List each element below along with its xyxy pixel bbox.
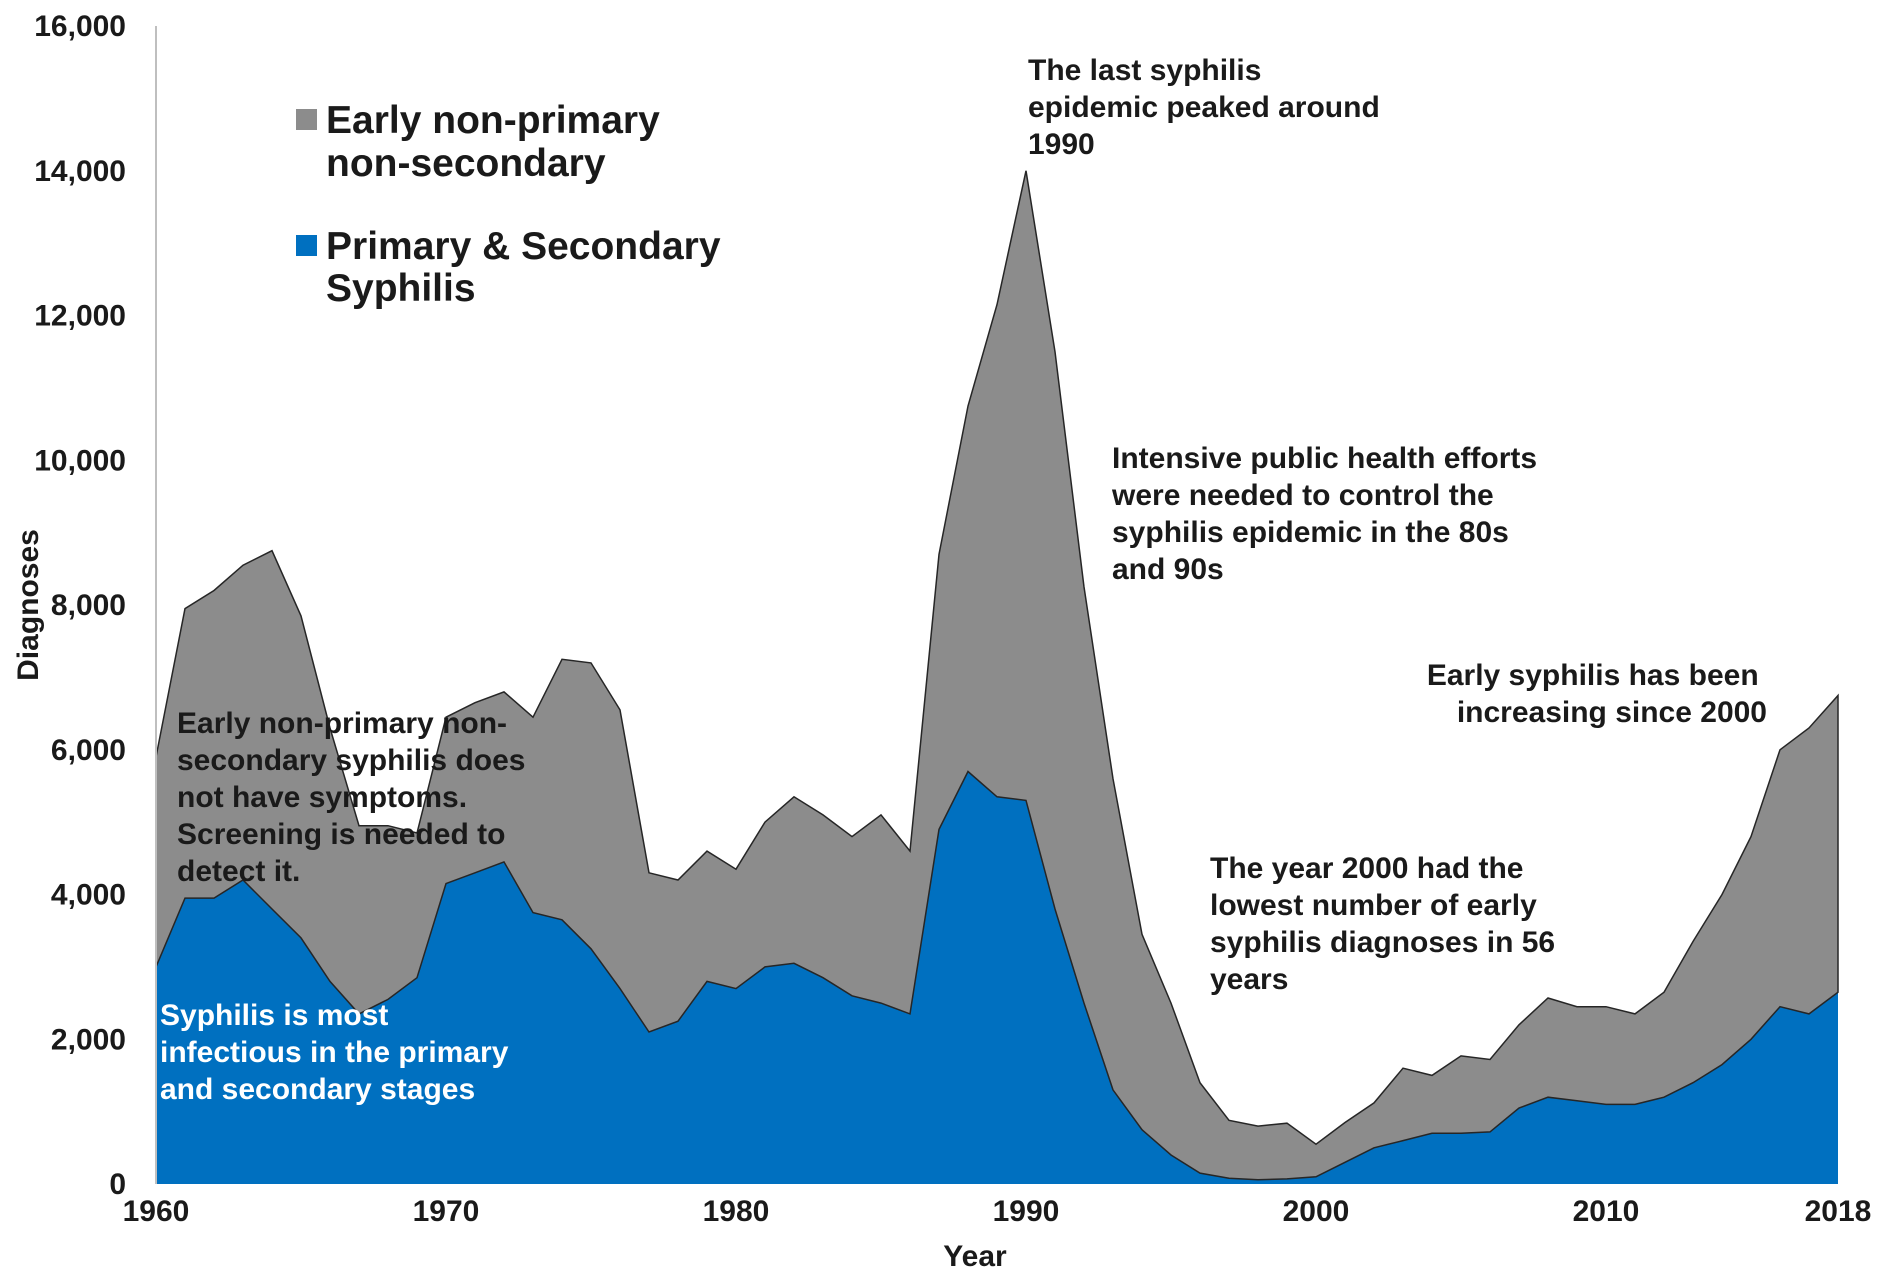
x-tick-label: 1980: [703, 1195, 770, 1228]
annotation-increasing: Early syphilis has been increasing since…: [1427, 659, 1767, 729]
y-tick-labels: 0 2,000 4,000 6,000 8,000 10,000 12,000 14,000 1…: [34, 10, 126, 1201]
y-tick-label: 0: [109, 1168, 126, 1201]
area-series-primary-secondary: [156, 771, 1838, 1184]
y-tick-label: 14,000: [34, 155, 126, 188]
annotation-peak-text: The last syphilis epidemic peaked around…: [1028, 54, 1388, 161]
x-tick-label: 1960: [123, 1195, 190, 1228]
y-tick-label: 8,000: [51, 589, 126, 622]
legend-swatch-primary-secondary: [296, 235, 317, 256]
area-layers: [155, 170, 1839, 1184]
annotation-effort: Intensive public health efforts were nee…: [1111, 442, 1545, 586]
x-tick-label: 2018: [1805, 1195, 1872, 1228]
x-axis-title: Year: [943, 1240, 1007, 1273]
y-tick-label: 4,000: [51, 879, 126, 912]
legend: Early non-primary non-secondary Primary …: [296, 99, 731, 310]
annotation-lowest-text: The year 2000 had the lowest number of e…: [1210, 852, 1563, 996]
annotation-increasing-text: Early syphilis has been increasing since…: [1427, 659, 1767, 729]
annotation-effort-text: Intensive public health efforts were nee…: [1111, 442, 1545, 586]
annotation-nonprimary-text: Early non-primary non- secondary syphili…: [177, 707, 534, 888]
annotation-peak: The last syphilis epidemic peaked around…: [1028, 54, 1388, 161]
annotation-lowest: The year 2000 had the lowest number of e…: [1210, 852, 1563, 996]
legend-label-line: Early non-primary: [326, 99, 660, 142]
y-tick-label: 6,000: [51, 734, 126, 767]
y-tick-label: 16,000: [34, 10, 126, 43]
area-series-early-non-primary: [155, 170, 1839, 1181]
y-tick-label: 2,000: [51, 1023, 126, 1056]
legend-label-line: Primary & Secondary: [326, 225, 721, 268]
legend-label-early-non-primary: Early non-primary non-secondary: [326, 99, 671, 185]
legend-label-primary-secondary: Primary & Secondary Syphilis: [326, 225, 731, 310]
legend-label-line: Syphilis: [326, 267, 476, 310]
x-tick-label: 1990: [993, 1195, 1060, 1228]
x-tick-label: 2010: [1573, 1195, 1640, 1228]
x-tick-label: 2000: [1283, 1195, 1350, 1228]
legend-swatch-early-non-primary: [296, 109, 317, 130]
legend-label-line: non-secondary: [326, 142, 606, 185]
y-tick-label: 10,000: [34, 444, 126, 477]
annotation-infectious: Syphilis is most infectious in the prima…: [160, 999, 517, 1106]
annotation-nonprimary: Early non-primary non- secondary syphili…: [177, 707, 534, 888]
x-tick-labels: 1960 1970 1980 1990 2000 2010 2018: [123, 1195, 1872, 1228]
x-tick-label: 1970: [413, 1195, 480, 1228]
y-axis-title: Diagnoses: [12, 529, 45, 681]
annotation-infectious-text: Syphilis is most infectious in the prima…: [160, 999, 517, 1106]
y-tick-label: 12,000: [34, 300, 126, 333]
